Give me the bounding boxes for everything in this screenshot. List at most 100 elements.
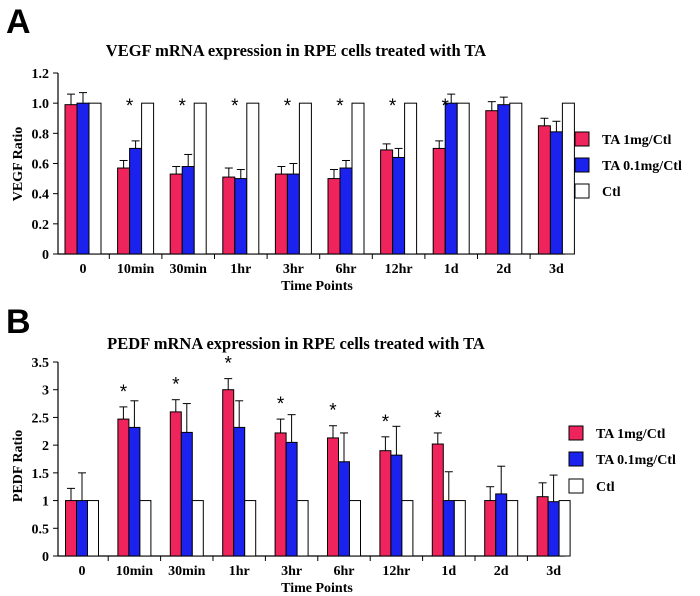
chart-b-xtick-label: 3d: [546, 564, 561, 579]
chart-b-bar-ta1: [327, 437, 339, 557]
chart-a-bar-ta1: [64, 104, 78, 255]
chart-b-ytick-label: 0: [42, 550, 49, 565]
chart-a-ytick-label: 1.0: [32, 97, 50, 112]
chart-a-bar-ta01: [497, 104, 511, 255]
chart-a-xtick-label: 3d: [549, 262, 564, 277]
chart-a-bar-ta01: [286, 173, 300, 255]
chart-b-bar-ctl: [87, 500, 99, 557]
chart-b-ytick-label: 2.5: [32, 411, 50, 426]
chart-b-bar-ta1: [274, 432, 287, 557]
chart-a-xtick-label: 0: [80, 262, 87, 277]
chart-a-bar-ta01: [549, 131, 563, 255]
chart-a-title: VEGF mRNA expression in RPE cells treate…: [106, 41, 486, 60]
legend-b-swatch-ctl: [568, 478, 584, 494]
chart-a-xlabel: Time Points: [281, 279, 353, 294]
chart-a-xtick-label: 12hr: [385, 262, 413, 277]
chart-a-ytick-label: 0.8: [32, 127, 50, 142]
legend-b-swatch-ta01: [568, 451, 584, 467]
legend-b-label-ctl: Ctl: [596, 480, 615, 495]
chart-a-ytick-label: 0: [42, 248, 49, 263]
chart-b-bar-ctl: [558, 500, 571, 557]
legend-a-swatch-ctl: [574, 183, 590, 199]
chart-a-bar-ctl: [351, 102, 365, 255]
chart-a-xtick-label: 2d: [496, 262, 511, 277]
chart-a-significance-star: *: [284, 96, 292, 117]
chart-a-significance-star: *: [231, 96, 239, 117]
chart-a-bar-ta01: [339, 167, 353, 255]
legend-b-label-ta01: TA 0.1mg/Ctl: [596, 453, 676, 468]
chart-a-legend: TA 1mg/Ctl TA 0.1mg/Ctl Ctl: [574, 131, 682, 200]
chart-a-bar-ta01: [76, 102, 90, 255]
chart-a-bar-ta01: [181, 166, 195, 255]
chart-b-bar-ctl: [506, 500, 519, 557]
chart-b-legend: TA 1mg/Ctl TA 0.1mg/Ctl Ctl: [568, 425, 676, 495]
chart-b-bar-ctl: [191, 500, 204, 557]
chart-b-xtick-label: 1hr: [229, 564, 250, 579]
chart-a-bar-ta1: [537, 125, 551, 255]
chart-b-xtick-label: 3hr: [281, 564, 302, 579]
chart-b-bar-ctl: [453, 500, 466, 557]
chart-b-bar-ta01: [233, 426, 246, 557]
chart-b-bar-ta1: [379, 450, 392, 557]
legend-a-swatch-ta1: [574, 131, 590, 147]
chart-b-title: PEDF mRNA expression in RPE cells treate…: [107, 334, 485, 353]
chart-a-bar-ctl: [88, 102, 102, 255]
chart-b-xtick-label: 30min: [168, 564, 206, 579]
chart-b-bar-ta1: [169, 411, 182, 557]
chart-b-bar-ta1: [484, 500, 497, 557]
panel-letter-a: A: [6, 3, 31, 41]
chart-a-bar-ta01: [234, 178, 248, 255]
chart-a-significance-star: *: [389, 96, 397, 117]
legend-b-label-ta1: TA 1mg/Ctl: [596, 427, 665, 442]
chart-a-bar-ctl: [509, 102, 523, 255]
chart-b-bar-ta01: [76, 500, 88, 557]
chart-b-significance-star: *: [172, 375, 180, 396]
chart-a-bar-ctl: [246, 102, 260, 255]
chart-a-xtick-label: 10min: [117, 262, 155, 277]
chart-a-bar-ta1: [222, 176, 236, 255]
chart-b-xtick-label: 2d: [494, 564, 509, 579]
chart-a-ytick-label: 1.2: [32, 67, 50, 82]
chart-a-significance-star: *: [178, 96, 186, 117]
chart-b-significance-star: *: [382, 412, 390, 433]
chart-b-bar-ta1: [117, 418, 130, 557]
chart-b-plot: 0 0.5 1 1.5 2 2.5 3 3.5 0 10min * 30min * 1hr * 3hr * 6hr…: [32, 354, 571, 579]
chart-b-ytick-label: 0.5: [32, 522, 50, 537]
chart-a-bar-ctl: [141, 102, 155, 255]
chart-a-bar-ta01: [129, 147, 143, 255]
chart-a-bar-ctl: [193, 102, 207, 255]
chart-a-significance-star: *: [336, 96, 344, 117]
chart-a-bar-ta1: [327, 178, 341, 255]
chart-b-significance-star: *: [120, 382, 128, 403]
chart-b-xtick-label: 6hr: [334, 564, 355, 579]
chart-b-significance-star: *: [434, 408, 442, 429]
chart-b-bar-ctl: [296, 500, 309, 557]
chart-b-bar-ta01: [495, 493, 508, 557]
chart-b-bar-ta01: [547, 501, 560, 557]
chart-b-bar-ta1: [222, 389, 235, 557]
chart-a-ytick-label: 0.2: [32, 218, 50, 233]
chart-a-bar-ctl: [298, 102, 312, 255]
chart-a-ytick-label: 0.6: [32, 158, 50, 173]
chart-b-bar-ctl: [401, 500, 414, 557]
legend-a-label-ta1: TA 1mg/Ctl: [602, 133, 671, 148]
chart-b-ytick-label: 3: [42, 384, 49, 399]
chart-a-bar-ctl: [561, 102, 575, 255]
chart-a-bar-ta1: [274, 173, 288, 255]
chart-b-ytick-label: 2: [42, 439, 49, 454]
legend-a-swatch-ta01: [574, 157, 590, 173]
chart-b-bar-ta01: [180, 431, 193, 557]
chart-b-bar-ta01: [390, 454, 403, 557]
chart-a-xtick-label: 1d: [444, 262, 459, 277]
chart-a-ylabel: VEGF Ratio: [11, 127, 26, 202]
chart-a-bar-ta1: [432, 147, 446, 255]
chart-b-bar-ctl: [349, 500, 361, 557]
chart-b-bar-ta01: [442, 500, 455, 557]
chart-a-bar-ctl: [456, 102, 470, 255]
chart-b-bar-ta1: [536, 496, 549, 557]
chart-b-significance-star: *: [224, 354, 232, 375]
chart-b-significance-star: *: [277, 394, 285, 415]
chart-a-xtick-label: 6hr: [336, 262, 357, 277]
panel-letter-b: B: [6, 303, 31, 341]
